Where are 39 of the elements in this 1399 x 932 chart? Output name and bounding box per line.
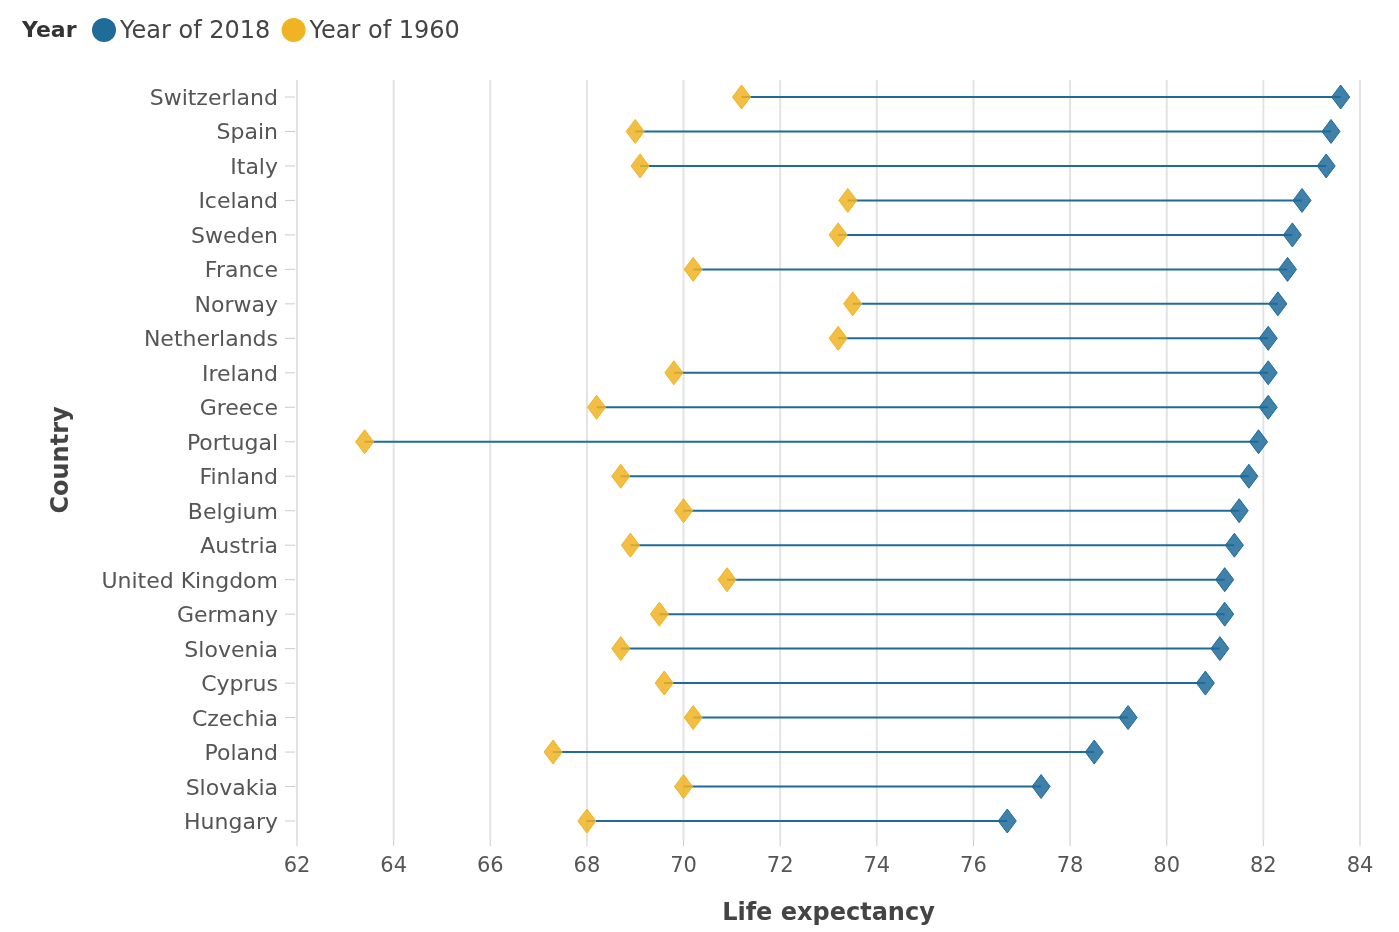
y-tick-label: Sweden bbox=[191, 222, 278, 248]
x-tick-label: 84 bbox=[1346, 853, 1374, 877]
x-tick-label: 74 bbox=[863, 853, 891, 877]
y-tick-label: Switzerland bbox=[149, 85, 278, 110]
x-tick-label: 70 bbox=[670, 853, 697, 877]
y-tick-label: Slovakia bbox=[185, 774, 278, 800]
x-tick-label: 66 bbox=[476, 853, 504, 877]
y-tick-label: United Kingdom bbox=[101, 567, 278, 593]
y-tick-label: Norway bbox=[194, 291, 278, 317]
y-tick-label: Netherlands bbox=[143, 326, 278, 352]
y-tick-label: Ireland bbox=[201, 360, 278, 386]
y-tick-label: Spain bbox=[216, 119, 278, 145]
y-tick-label: Portugal bbox=[186, 429, 278, 455]
x-tick-label: 68 bbox=[573, 853, 601, 877]
y-tick-label: France bbox=[204, 257, 278, 283]
legend-title: Year bbox=[21, 17, 77, 42]
x-tick-label: 78 bbox=[1056, 853, 1084, 877]
legend-label: Year of 2018 bbox=[119, 16, 271, 44]
y-tick-label: Austria bbox=[200, 533, 278, 559]
y-tick-label: Cyprus bbox=[201, 671, 278, 697]
y-tick-label: Iceland bbox=[198, 188, 278, 214]
x-axis-title: Life expectancy bbox=[722, 898, 936, 926]
x-tick-label: 82 bbox=[1250, 853, 1277, 877]
y-tick-label: Hungary bbox=[184, 809, 278, 834]
y-axis-title: Country bbox=[46, 406, 74, 514]
x-tick-label: 72 bbox=[766, 853, 794, 877]
y-tick-label: Finland bbox=[199, 464, 278, 490]
y-tick-label: Poland bbox=[204, 740, 278, 766]
x-tick-label: 76 bbox=[960, 853, 987, 877]
y-tick-label: Belgium bbox=[187, 498, 278, 524]
y-tick-label: Czechia bbox=[191, 705, 278, 731]
legend-label: Year of 1960 bbox=[308, 16, 460, 44]
y-tick-label: Slovenia bbox=[184, 636, 278, 662]
x-tick-label: 62 bbox=[283, 853, 311, 877]
y-tick-label: Greece bbox=[199, 395, 278, 421]
x-tick-label: 64 bbox=[380, 853, 407, 877]
x-tick-label: 80 bbox=[1153, 853, 1181, 877]
y-tick-label: Italy bbox=[230, 153, 278, 179]
y-tick-label: Germany bbox=[176, 602, 278, 628]
